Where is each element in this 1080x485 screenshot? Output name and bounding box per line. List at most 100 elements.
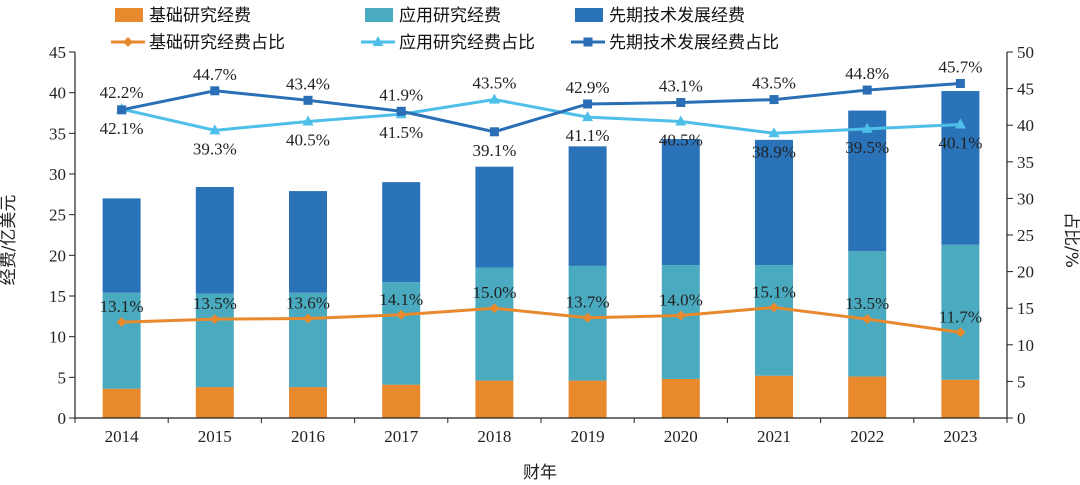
bar-1-2019 bbox=[568, 265, 607, 381]
data-label-basic: 13.5% bbox=[845, 294, 889, 313]
legend-marker bbox=[583, 37, 593, 47]
data-label-applied: 42.2% bbox=[100, 83, 144, 102]
bar-1-2016 bbox=[289, 292, 327, 388]
bar-1-2017 bbox=[382, 282, 421, 385]
y2-axis-title: 占比/% bbox=[1061, 212, 1080, 268]
legend-label: 基础研究经费 bbox=[149, 6, 251, 26]
y-tick-label: 30 bbox=[49, 165, 66, 184]
x-tick-label: 2019 bbox=[571, 427, 605, 446]
data-label-basic: 14.1% bbox=[379, 290, 423, 309]
bar-1-2021 bbox=[755, 265, 793, 376]
data-label-basic: 15.1% bbox=[752, 282, 796, 301]
line-series-0 bbox=[121, 305, 961, 334]
bar-0-2015 bbox=[195, 387, 234, 418]
y2-tick-label: 40 bbox=[1017, 116, 1034, 135]
point-2-2014 bbox=[117, 105, 127, 115]
point-1-2015 bbox=[209, 124, 221, 135]
bar-0-2019 bbox=[568, 380, 607, 418]
bar-0-2016 bbox=[289, 387, 327, 418]
x-tick-label: 2015 bbox=[198, 427, 232, 446]
point-2-2015 bbox=[210, 86, 220, 96]
bar-2-2022 bbox=[848, 110, 887, 252]
y2-tick-label: 20 bbox=[1017, 263, 1034, 282]
axes-layer: 0 5 10 15 20 25 30 35 40 45 0 5 10 15 20 25 30 35 40 45 50 20… bbox=[49, 43, 1034, 446]
data-label-applied: 41.1% bbox=[566, 126, 610, 145]
data-label-applied: 43.5% bbox=[472, 74, 516, 93]
y2-tick-label: 45 bbox=[1017, 80, 1034, 99]
bar-2-2017 bbox=[382, 182, 421, 283]
data-label-applied: 39.3% bbox=[193, 139, 237, 158]
y-tick-label: 40 bbox=[49, 84, 66, 103]
y-tick-label: 15 bbox=[49, 287, 66, 306]
data-label-basic: 13.7% bbox=[566, 293, 610, 312]
data-label-applied: 38.9% bbox=[752, 142, 796, 161]
point-1-2019 bbox=[582, 111, 594, 122]
legend-swatch bbox=[365, 8, 393, 22]
x-tick-label: 2016 bbox=[291, 427, 325, 446]
y-tick-label: 0 bbox=[58, 409, 67, 428]
data-label-applied: 40.5% bbox=[286, 131, 330, 150]
point-2-2022 bbox=[862, 85, 872, 95]
point-2-2016 bbox=[303, 95, 313, 105]
bar-1-2023 bbox=[941, 244, 980, 380]
bar-0-2017 bbox=[382, 384, 421, 418]
bar-0-2020 bbox=[661, 378, 700, 418]
lines-layer bbox=[116, 78, 966, 338]
point-1-2021 bbox=[768, 127, 780, 138]
legend-label: 应用研究经费 bbox=[399, 6, 501, 26]
data-label-advanced: 42.9% bbox=[566, 78, 610, 97]
point-0-2023 bbox=[955, 327, 966, 338]
point-0-2021 bbox=[769, 302, 779, 313]
legend-label: 应用研究经费占比 bbox=[399, 33, 535, 53]
data-label-advanced: 43.4% bbox=[286, 74, 330, 93]
point-0-2020 bbox=[675, 310, 686, 321]
labels-layer: 13.1% 13.5% 13.6% 14.1% 15.0% 13.7% 14.0% 15.1%… bbox=[100, 57, 983, 326]
point-1-2016 bbox=[302, 115, 314, 126]
y-tick-label: 25 bbox=[49, 206, 66, 225]
x-tick-label: 2023 bbox=[943, 427, 977, 446]
bar-1-2015 bbox=[195, 293, 234, 388]
bars-layer bbox=[102, 91, 980, 418]
x-axis-title: 财年 bbox=[523, 463, 557, 483]
data-label-advanced: 44.8% bbox=[845, 64, 889, 83]
data-label-advanced: 39.1% bbox=[472, 141, 516, 160]
bar-2-2014 bbox=[102, 198, 141, 293]
y-axis-title: 经费/亿美元 bbox=[0, 195, 19, 286]
data-label-advanced: 41.9% bbox=[379, 85, 423, 104]
bar-0-2018 bbox=[475, 380, 514, 418]
data-label-advanced: 42.1% bbox=[100, 119, 144, 138]
x-tick-label: 2020 bbox=[664, 427, 698, 446]
legend-label: 先期技术发展经费 bbox=[609, 6, 745, 26]
bar-2-2015 bbox=[195, 187, 234, 294]
line-series-2 bbox=[121, 81, 961, 134]
point-0-2019 bbox=[582, 312, 593, 323]
bar-0-2023 bbox=[941, 379, 980, 418]
line-series-1 bbox=[121, 98, 961, 135]
x-tick-label: 2014 bbox=[105, 427, 140, 446]
y2-tick-label: 35 bbox=[1017, 153, 1034, 172]
bar-0-2022 bbox=[848, 376, 887, 418]
bar-2-2018 bbox=[475, 166, 514, 268]
y2-tick-label: 15 bbox=[1017, 299, 1034, 318]
y-tick-label: 20 bbox=[49, 246, 66, 265]
legend-label: 先期技术发展经费占比 bbox=[609, 33, 779, 53]
data-label-applied: 39.5% bbox=[845, 138, 889, 157]
data-label-applied: 41.5% bbox=[379, 123, 423, 142]
point-2-2019 bbox=[583, 99, 593, 109]
point-0-2017 bbox=[396, 309, 407, 320]
legend-label: 基础研究经费占比 bbox=[149, 33, 285, 53]
data-label-basic: 13.5% bbox=[193, 294, 237, 313]
data-label-advanced: 45.7% bbox=[938, 57, 982, 76]
y2-tick-label: 10 bbox=[1017, 336, 1034, 355]
y2-tick-label: 0 bbox=[1017, 409, 1026, 428]
data-label-advanced: 43.5% bbox=[752, 74, 796, 93]
x-tick-label: 2018 bbox=[477, 427, 511, 446]
point-1-2022 bbox=[861, 122, 873, 133]
legend-swatch bbox=[115, 8, 143, 22]
y2-tick-label: 25 bbox=[1017, 226, 1034, 245]
legend-marker bbox=[123, 37, 133, 47]
point-1-2018 bbox=[488, 93, 500, 104]
point-0-2018 bbox=[489, 303, 500, 314]
